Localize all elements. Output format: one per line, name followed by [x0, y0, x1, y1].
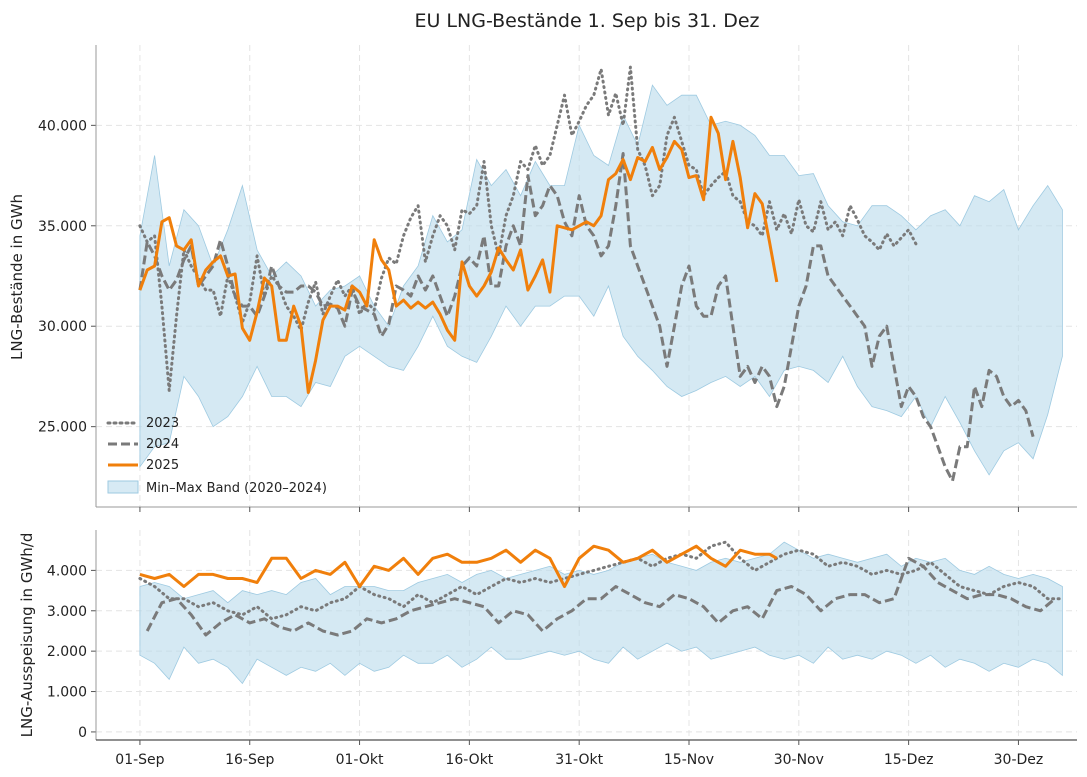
legend-swatch-band: [107, 480, 139, 494]
ytick-label-top-3: 40.000: [38, 118, 87, 134]
ytick-label-bottom-0: 0: [78, 725, 87, 741]
legend: 2023 2024 2025 Min–Max Band (2020–2024): [106, 416, 327, 496]
series-line-2024-bottom: [145, 556, 1056, 637]
series-line-2024-top: [138, 152, 1035, 483]
xtick-label-0: 01-Sep: [115, 752, 164, 768]
ytick-label-bottom-3: 3.000: [47, 604, 87, 620]
ytick-label-top-0: 25.000: [38, 420, 87, 436]
bottom-ylabel: LNG-Ausspeisung in GWh/d: [18, 533, 36, 738]
minmax-band-top: [139, 84, 1063, 476]
legend-label-2023: 2023: [146, 416, 179, 431]
ytick-label-bottom-2: 2.000: [47, 644, 87, 660]
xtick-label-1: 16-Sep: [225, 752, 274, 768]
legend-label-2025: 2025: [146, 458, 179, 473]
xtick-label-7: 15-Dez: [884, 752, 934, 768]
top-axes: 25.000 30.000 35.000 40.000: [38, 45, 1077, 512]
top-series-lines: [138, 65, 1035, 483]
legend-label-2024: 2024: [146, 437, 179, 452]
bottom-series-lines: [138, 540, 1064, 637]
xtick-label-2: 01-Okt: [336, 752, 384, 768]
xtick-label-3: 16-Okt: [445, 752, 493, 768]
series-line-2025-bottom: [139, 544, 778, 588]
xtick-label-8: 30-Dez: [994, 752, 1044, 768]
top-ylabel: LNG-Bestände in GWh: [8, 194, 26, 360]
top-panel: 25.000 30.000 35.000 40.000 LNG-Bestände in…: [8, 45, 1077, 512]
series-line-2025-top: [138, 115, 779, 394]
series-line-2023-bottom: [138, 540, 1064, 621]
minmax-band-bottom: [139, 541, 1063, 685]
xtick-label-4: 31-Okt: [555, 752, 603, 768]
xtick-label-5: 15-Nov: [664, 752, 714, 768]
ytick-label-bottom-4: 4.000: [47, 563, 87, 579]
bottom-minmax-band: [139, 541, 1063, 685]
ytick-label-top-2: 35.000: [38, 219, 87, 235]
xtick-label-6: 30-Nov: [774, 752, 824, 768]
legend-label-band: Min–Max Band (2020–2024): [146, 481, 327, 496]
chart-title: EU LNG-Bestände 1. Sep bis 31. Dez: [414, 10, 759, 32]
ytick-label-bottom-1: 1.000: [47, 685, 87, 701]
ytick-label-top-1: 30.000: [38, 319, 87, 335]
bottom-axes: 0 1.000 2.000 3.000 4.000 01-Sep 16-Sep 01-Okt 1…: [47, 530, 1077, 768]
top-minmax-band: [139, 84, 1063, 476]
bottom-panel: 0 1.000 2.000 3.000 4.000 01-Sep 16-Sep 01-Okt 1…: [18, 530, 1077, 768]
